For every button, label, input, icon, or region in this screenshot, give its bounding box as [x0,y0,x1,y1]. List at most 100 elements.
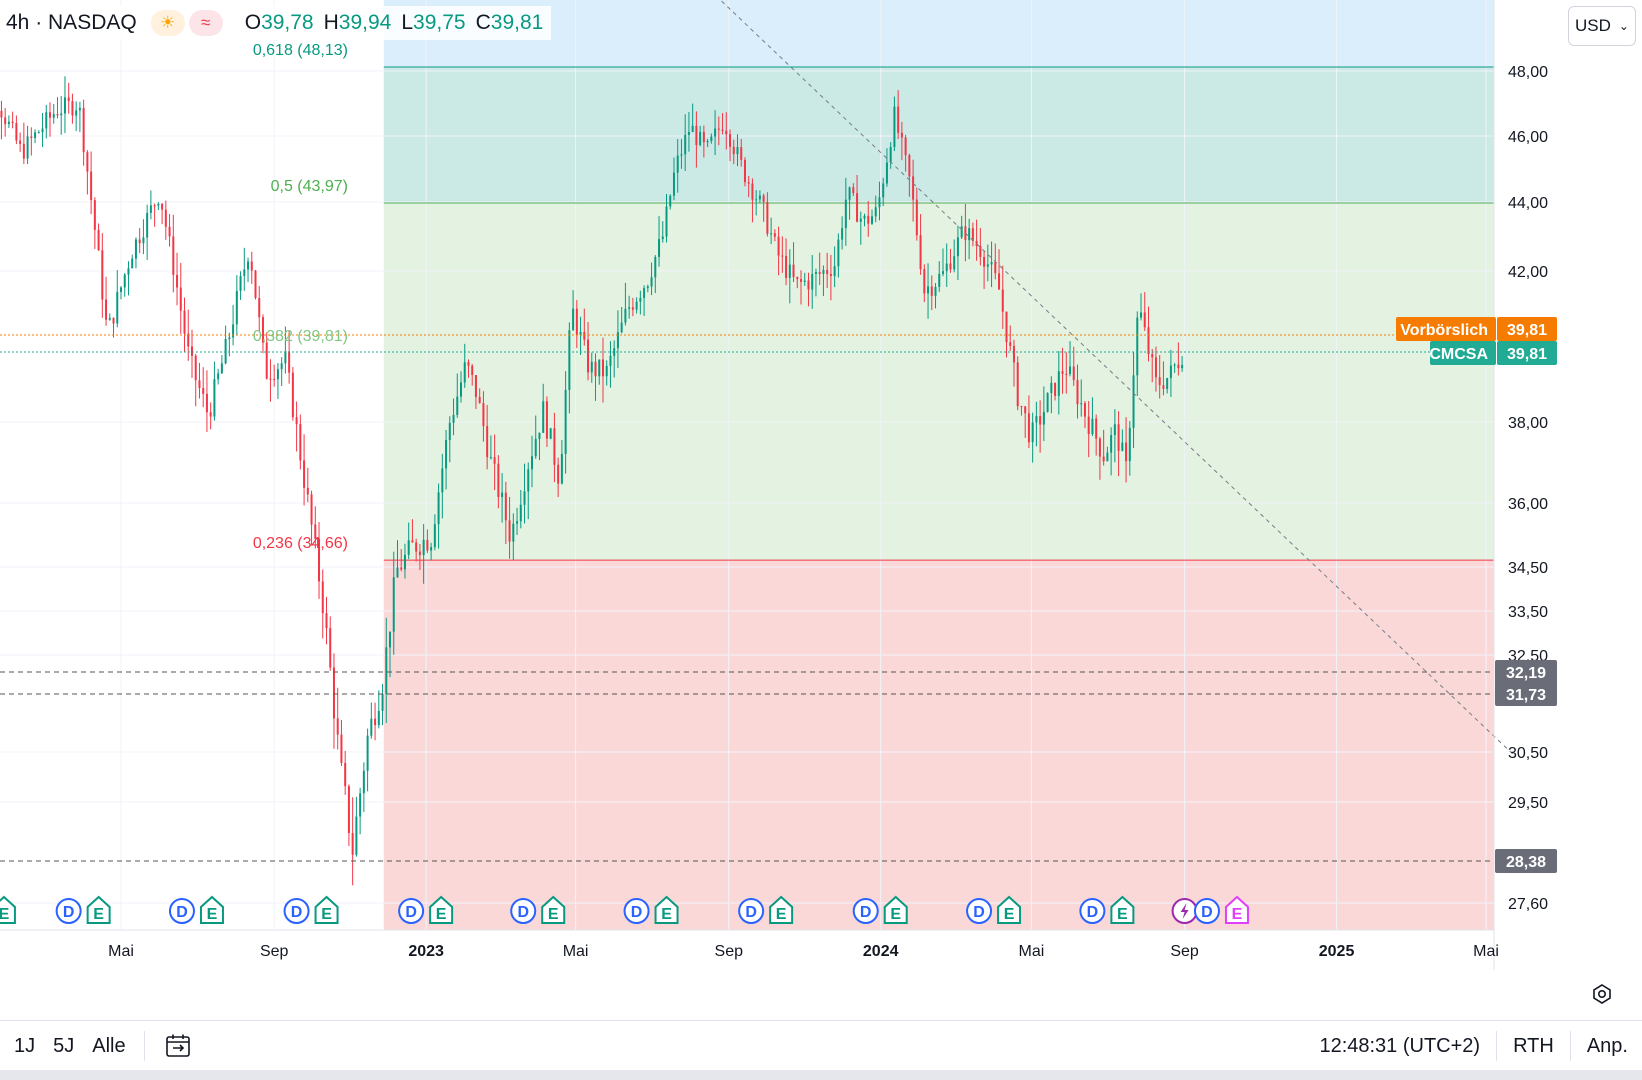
candle-body [646,286,649,289]
trend-line [719,0,1517,758]
candle-body [613,348,616,356]
candle-body [609,355,612,366]
candle-body [179,287,182,311]
candle-body [807,280,810,290]
candle-body [956,237,959,257]
currency-select[interactable]: USD ⌄ [1568,6,1636,46]
earnings-marker [997,895,1022,924]
candle-body [172,236,175,275]
time-tick-label: 2025 [1319,943,1355,960]
session-toggle[interactable]: RTH [1513,1034,1554,1057]
candle-body [1110,435,1113,453]
time-tick-label: Mai [1473,943,1499,960]
price-tick-label: 27,60 [1508,896,1548,913]
candle-body [1098,438,1101,457]
candle-body [41,128,44,133]
candle-body [635,301,638,310]
candle-body [747,182,750,184]
earnings-marker-label: E [0,906,10,923]
range-all-button[interactable]: Alle [92,1034,126,1057]
candle-body [209,412,212,417]
price-tick-label: 34,50 [1508,560,1548,577]
candle-body [534,438,537,457]
candle-body [26,136,29,159]
earnings-marker [1110,895,1135,924]
candle-body [717,128,720,130]
candle-body [837,239,840,267]
candle-body [220,363,223,374]
range-5y-button[interactable]: 5J [53,1034,75,1057]
candle-body [508,520,511,542]
candle-body [1083,403,1086,417]
candle-body [284,351,287,364]
candle-body [1031,422,1034,443]
dividend-marker-label: D [860,904,872,921]
candle-body [658,239,661,257]
candle-body [695,125,698,146]
candle-body [332,667,335,719]
candle-body [321,581,324,614]
candle-body [273,378,276,380]
bottom-toolbar: 1J 5J Alle 12:48:31 (UTC+2) RTH Anp. [0,1020,1642,1071]
candle-body [258,297,261,318]
calendar-icon[interactable] [163,1033,193,1059]
candle-body [60,113,63,116]
earnings-marker-label: E [1232,906,1243,923]
candle-body [202,388,205,394]
candle-body [882,183,885,198]
candle-body [1005,311,1008,343]
candle-body [1128,427,1131,462]
candle-body [153,205,156,207]
candle-body [194,355,197,381]
wave-icon[interactable]: ≈ [188,10,223,36]
candle-body [164,209,167,227]
fib-label: 0,236 (34,66) [253,535,348,552]
candle-body [93,200,96,230]
clock-time[interactable]: 12:48:31 (UTC+2) [1319,1034,1481,1057]
candle-body [945,263,948,272]
candle-body [841,228,844,240]
candle-body [1016,362,1019,407]
candle-body [486,426,489,458]
candle-body [661,236,664,240]
candle-body [187,333,190,347]
candle-body [329,628,332,668]
candle-body [919,235,922,270]
candle-body [594,361,597,377]
candle-body [415,542,418,552]
candle-body [1162,385,1165,389]
candle-body [538,432,541,439]
sun-icon[interactable]: ☀ [150,10,185,36]
fib-zones [383,0,1642,970]
candle-body [968,228,971,241]
candle-body [900,132,903,138]
candle-body [751,183,754,200]
range-1y-button[interactable]: 1J [14,1034,36,1057]
candle-body [1024,406,1027,414]
candle-body [564,389,567,454]
symbol-legend[interactable]: 4h · NASDAQ ☀ ≈ O39,78 H39,94 L39,75 C39… [0,6,552,40]
gear-icon[interactable] [1588,980,1616,1008]
candle-body [52,114,55,118]
candle-body [766,201,769,234]
candle-body [303,460,306,488]
candle-body [198,380,201,389]
candle-body [833,266,836,277]
candle-body [897,106,900,133]
candle-body [482,402,485,427]
candle-body [0,110,3,118]
candle-body [523,491,526,505]
fib-label: 0,5 (43,97) [271,178,348,195]
adjust-button[interactable]: Anp. [1586,1034,1628,1057]
candle-body [269,378,272,380]
level-price-tag-bg [1495,660,1557,684]
candle-body [276,369,279,380]
candle-body [941,271,944,274]
price-chart[interactable]: 0,618 (48,13) 0,5 (43,97) 0,382 (39,81) 0,2… [0,0,1642,1020]
candle-body [572,308,575,331]
candle-body [422,539,425,556]
divider [1569,1031,1571,1061]
candle-body [822,269,825,274]
candle-body [392,577,395,632]
candle-body [78,107,81,111]
